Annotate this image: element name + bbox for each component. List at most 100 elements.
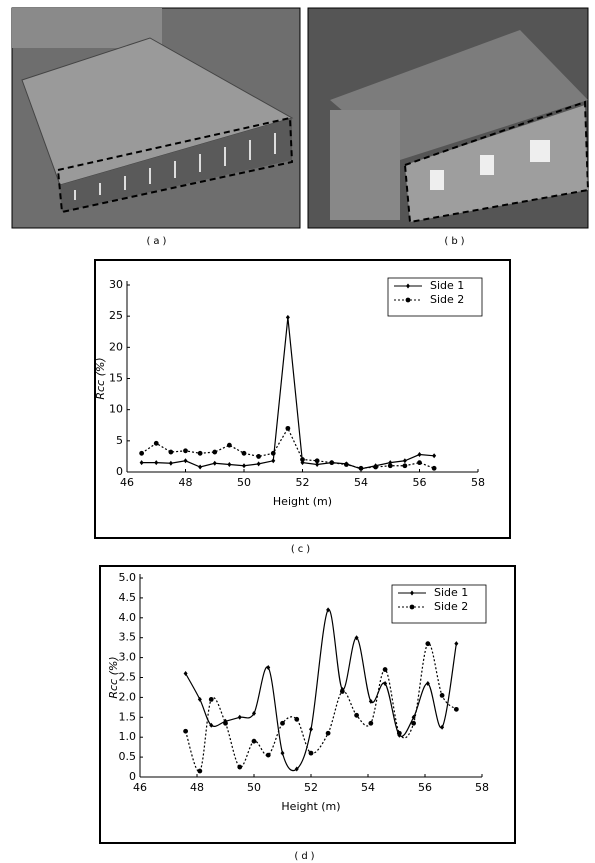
photo-a xyxy=(11,7,301,229)
point xyxy=(432,453,437,459)
point xyxy=(382,667,388,672)
point xyxy=(223,720,228,726)
point xyxy=(440,724,445,730)
point xyxy=(183,671,188,677)
series-line xyxy=(141,317,435,470)
point xyxy=(197,768,203,774)
y-tick-label: 5.0 xyxy=(119,571,137,584)
x-tick-label: 52 xyxy=(304,781,318,794)
point xyxy=(425,641,431,647)
point xyxy=(368,720,374,726)
x-tick-label: 46 xyxy=(133,781,147,794)
x-tick-label: 46 xyxy=(120,476,134,489)
point xyxy=(439,693,445,698)
y-tick-label: 3.0 xyxy=(119,651,137,664)
x-tick-label: 50 xyxy=(247,781,261,794)
legend-label: Side 2 xyxy=(434,600,468,613)
x-tick-label: 58 xyxy=(471,476,485,489)
y-tick-label: 0.5 xyxy=(119,750,137,763)
point xyxy=(417,452,422,458)
point xyxy=(139,460,144,466)
legend-label: Side 1 xyxy=(434,586,468,599)
point xyxy=(280,750,285,756)
y-tick-label: 20 xyxy=(109,340,123,353)
series-line xyxy=(141,427,435,469)
point xyxy=(266,665,271,671)
y-tick-label: 25 xyxy=(109,309,123,322)
point xyxy=(453,706,459,712)
y-tick-label: 1.5 xyxy=(119,710,137,723)
x-tick-label: 54 xyxy=(354,476,368,489)
point xyxy=(183,728,189,734)
legend-box xyxy=(391,584,487,624)
point xyxy=(237,714,242,720)
point xyxy=(402,463,408,469)
point xyxy=(212,449,218,455)
point xyxy=(411,720,416,726)
point xyxy=(227,462,232,468)
chart-frame xyxy=(94,259,511,539)
point xyxy=(285,425,291,431)
point xyxy=(368,698,373,704)
x-tick-label: 54 xyxy=(361,781,375,794)
point xyxy=(168,449,174,455)
point xyxy=(271,458,276,464)
legend-marker xyxy=(409,604,415,610)
point xyxy=(242,463,246,469)
point xyxy=(373,464,379,470)
caption: (c) xyxy=(291,544,313,555)
y-tick-label: 5 xyxy=(116,434,123,447)
x-tick-label: 50 xyxy=(237,476,251,489)
point xyxy=(339,689,345,694)
x-tick-label: 48 xyxy=(179,476,193,489)
x-tick-label: 56 xyxy=(413,476,427,489)
point xyxy=(237,764,243,770)
y-tick-label: 30 xyxy=(109,278,123,291)
point xyxy=(383,680,388,686)
caption: (a) xyxy=(147,236,170,247)
x-axis-label: Height (m) xyxy=(281,800,340,813)
point xyxy=(153,440,159,446)
y-tick-label: 15 xyxy=(109,372,123,385)
point xyxy=(454,641,459,647)
y-tick-label: 0 xyxy=(116,465,123,478)
legend-marker xyxy=(406,283,410,289)
y-axis-label: Rcc (%) xyxy=(107,656,120,698)
point xyxy=(139,450,145,456)
caption: (b) xyxy=(444,236,467,247)
point xyxy=(168,460,173,466)
point xyxy=(251,738,257,744)
x-tick-label: 58 xyxy=(475,781,489,794)
photo-b xyxy=(307,7,590,229)
series-line xyxy=(185,609,457,772)
point xyxy=(308,750,314,756)
y-tick-label: 3.5 xyxy=(119,631,137,644)
point xyxy=(354,712,359,718)
point xyxy=(294,766,299,772)
point xyxy=(396,730,402,736)
point xyxy=(252,710,256,716)
legend-marker xyxy=(410,590,414,596)
point xyxy=(300,457,305,462)
x-axis-label: Height (m) xyxy=(273,495,332,508)
point xyxy=(241,450,247,456)
point xyxy=(208,696,214,702)
y-tick-label: 1.0 xyxy=(119,730,137,743)
point xyxy=(354,635,359,641)
caption: (d) xyxy=(294,851,317,862)
point xyxy=(256,461,261,467)
point xyxy=(256,454,262,459)
legend-label: Side 1 xyxy=(430,279,464,292)
point xyxy=(314,458,320,464)
legend-label: Side 2 xyxy=(430,293,464,306)
point xyxy=(280,720,285,726)
point xyxy=(425,680,430,686)
legend-marker xyxy=(405,297,411,303)
point xyxy=(329,460,335,466)
point xyxy=(294,716,300,722)
point xyxy=(183,448,188,454)
point xyxy=(265,752,271,758)
point xyxy=(270,450,276,456)
